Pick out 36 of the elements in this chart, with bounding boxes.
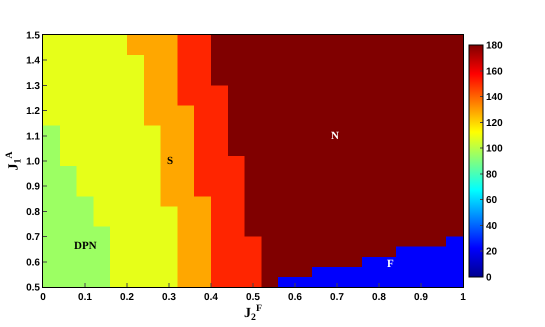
- color-bar-label: 60: [486, 195, 498, 206]
- color-bar-label: 180: [486, 40, 504, 52]
- color-bar-label: 100: [486, 144, 504, 155]
- y-tick-label: 0.5: [26, 282, 40, 294]
- x-tick-label: 0: [40, 292, 46, 303]
- x-tick-label: 0.3: [162, 292, 176, 303]
- y-tick-label: 1.1: [26, 131, 40, 142]
- annotation: DPN: [74, 240, 97, 252]
- x-tick-label: 0.6: [288, 292, 302, 303]
- y-tick-label: 0.9: [26, 182, 40, 193]
- x-tick-label: 0.1: [78, 292, 92, 303]
- x-tick-label: 0.2: [120, 292, 134, 303]
- color-bar-label: 80: [486, 169, 498, 180]
- annotation: N: [331, 130, 339, 142]
- x-tick-label: 0.4: [204, 292, 218, 303]
- y-tick-label: 0.7: [26, 232, 40, 244]
- color-bar-label: 40: [486, 220, 498, 232]
- y-tick-label: 1.5: [26, 30, 40, 42]
- y-tick-label: 0.8: [26, 206, 40, 218]
- y-tick-label: 1.3: [26, 80, 40, 92]
- y-tick-label: 0.6: [26, 257, 40, 268]
- x-tick-label: 0.5: [246, 292, 260, 303]
- annotation: F: [387, 258, 394, 270]
- y-tick-label: 1.0: [26, 156, 40, 168]
- x-tick-label: 0.7: [330, 292, 344, 303]
- color-bar-label: 120: [486, 118, 504, 129]
- color-bar-label: 20: [486, 246, 498, 258]
- x-tick-label: 0.8: [372, 292, 386, 303]
- color-bar-label: 0: [486, 272, 492, 284]
- x-tick-label: 0.9: [414, 292, 428, 303]
- color-bar-label: 160: [486, 66, 504, 78]
- x-tick-label: 1: [460, 292, 466, 303]
- annotation: S: [167, 155, 174, 167]
- color-bar-label: 140: [486, 92, 504, 104]
- y-tick-label: 1.4: [26, 56, 40, 67]
- y-tick-label: 1.2: [26, 106, 40, 118]
